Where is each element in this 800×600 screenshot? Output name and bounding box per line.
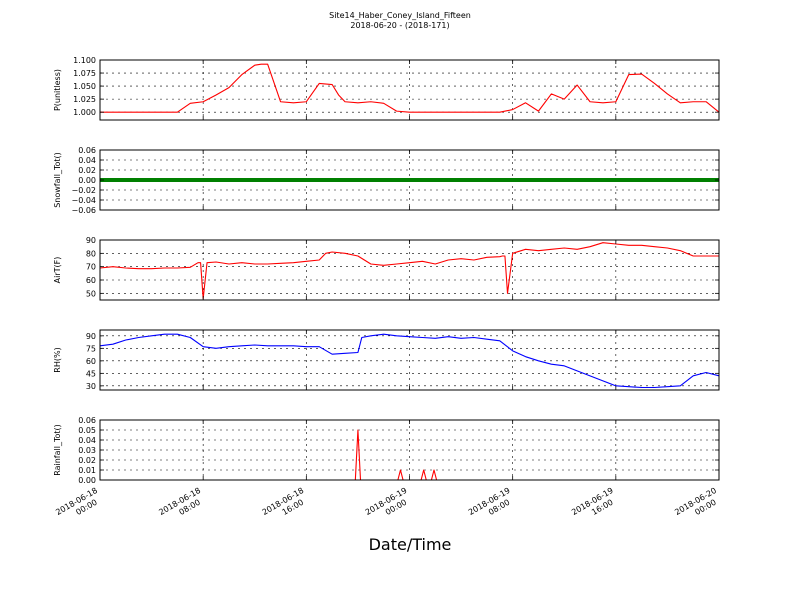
y-tick-label: 50: [86, 289, 96, 298]
y-tick-label: 60: [86, 276, 96, 285]
y-tick-label: 90: [86, 236, 96, 245]
y-tick-label: 1.100: [73, 56, 96, 65]
y-tick-label: 0.03: [78, 446, 96, 455]
series-line-air-temperature: [99, 242, 719, 300]
panel-snowfall: −0.06−0.04−0.020.000.020.040.06 Snowfall_…: [53, 146, 720, 215]
y-axis-label-pressure: P(unitless): [53, 69, 62, 111]
y-tick-label: 0.02: [78, 166, 96, 175]
y-tick-label: 0.04: [78, 436, 96, 445]
y-tick-label: 0.06: [78, 416, 96, 425]
y-tick-label: 0.02: [78, 456, 96, 465]
y-tick-label: 75: [86, 344, 96, 353]
y-axis-label-relative-humidity: RH(%): [53, 347, 62, 372]
y-tick-label: −0.04: [71, 196, 96, 205]
y-tick-label: 0.01: [78, 466, 96, 475]
y-tick-label: 0.06: [78, 146, 96, 155]
y-tick-label: 0.00: [78, 176, 96, 185]
panel-pressure: 1.000 1.025 1.050 1.075 1.100 P(unitless): [53, 56, 720, 121]
figure-title-line2: 2018-06-20 - (2018-171): [350, 21, 449, 30]
y-tick-label: 1.025: [73, 95, 96, 104]
series-line-relative-humidity: [99, 333, 720, 389]
y-axis-label-air-temperature: AirT(F): [53, 257, 62, 284]
y-tick-label: 1.000: [73, 108, 96, 117]
y-tick-label: 1.050: [73, 82, 96, 91]
y-tick-label: 0.04: [78, 156, 96, 165]
y-tick-label: 80: [86, 249, 96, 258]
series-line-pressure: [100, 63, 720, 113]
panels: 1.000 1.025 1.050 1.075 1.100 P(unitless) −0.0…: [53, 56, 720, 485]
panel-rainfall: 0.000.010.020.030.040.050.06 Rainfall_Tot…: [53, 416, 720, 485]
y-tick-label: −0.06: [71, 206, 96, 215]
figure-title-line1: Site14_Haber_Coney_Island_Fifteen: [329, 11, 471, 20]
y-tick-label: 70: [86, 263, 96, 272]
panel-air-temperature: 50 60 70 80 90 AirT(F): [53, 236, 720, 301]
y-tick-label: 45: [86, 369, 96, 378]
y-tick-label: 30: [86, 382, 96, 391]
y-tick-label: 90: [86, 332, 96, 341]
y-tick-label: 0.00: [78, 476, 96, 485]
y-tick-label: −0.02: [71, 186, 96, 195]
x-axis-label: Date/Time: [369, 535, 452, 554]
y-tick-label: 0.05: [78, 426, 96, 435]
panel-relative-humidity: 30 45 60 75 90 RH(%): [53, 329, 720, 391]
series-line-rainfall: [100, 429, 719, 481]
y-tick-label: 1.075: [73, 69, 96, 78]
y-axis-label-rainfall: Rainfall_Tot(): [53, 424, 62, 476]
y-axis-label-snowfall: Snowfall_Tot(): [53, 152, 62, 208]
y-tick-label: 60: [86, 357, 96, 366]
